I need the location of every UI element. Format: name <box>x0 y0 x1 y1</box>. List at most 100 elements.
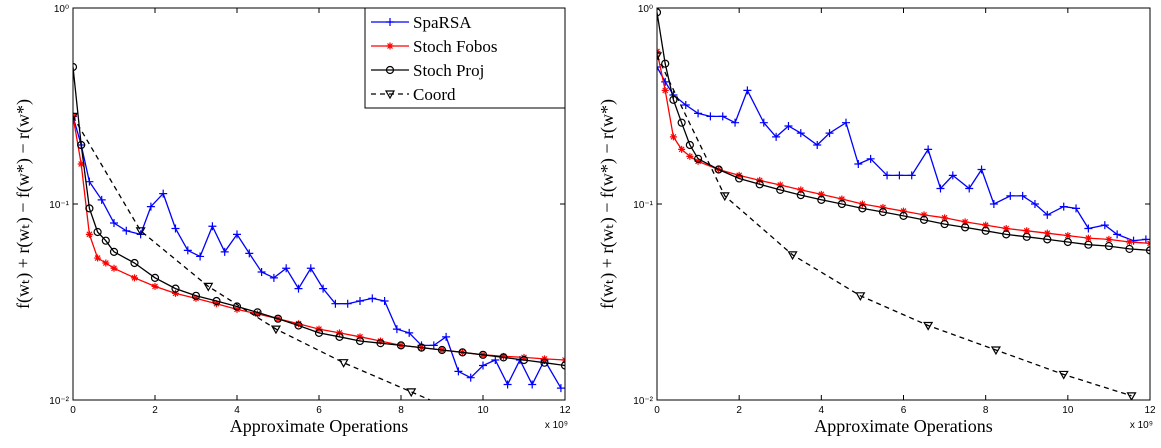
marker-plus <box>196 252 205 261</box>
marker-circle <box>1145 246 1150 255</box>
marker-circle <box>735 174 744 183</box>
x-tick-label: 6 <box>316 405 322 416</box>
x-tick-label: 12 <box>559 405 571 416</box>
marker-triangle <box>719 192 730 202</box>
marker-plus <box>1030 200 1039 208</box>
legend-label: Stoch Proj <box>413 61 484 80</box>
marker-plus <box>269 273 278 282</box>
marker-star <box>356 333 364 341</box>
marker-star <box>254 310 261 318</box>
marker-plus <box>825 129 834 138</box>
marker-circle <box>981 226 990 235</box>
marker-plus <box>208 222 217 231</box>
marker-plus <box>977 165 986 174</box>
marker-circle <box>150 273 160 282</box>
marker-plus <box>257 267 266 276</box>
marker-star <box>1064 232 1072 240</box>
marker-triangle <box>657 52 663 62</box>
marker-plus <box>442 332 451 341</box>
marker-circle <box>1063 237 1072 247</box>
marker-triangle <box>923 321 934 331</box>
marker-triangle <box>135 227 146 236</box>
x-tick-label: 10 <box>1062 405 1074 416</box>
marker-plus <box>503 380 512 389</box>
marker-triangle <box>855 292 866 302</box>
x-tick-label: 4 <box>234 405 240 416</box>
marker-triangle <box>384 90 396 100</box>
y-axis-label: f(wₜ) + r(wₜ) − f(w*) − r(w*) <box>597 99 618 309</box>
marker-star <box>669 133 677 141</box>
marker-star <box>776 181 784 189</box>
marker-plus <box>743 86 752 95</box>
marker-circle <box>273 314 283 323</box>
marker-circle <box>101 236 110 245</box>
marker-plus <box>233 230 241 239</box>
marker-triangle <box>406 388 417 398</box>
marker-plus <box>245 249 254 258</box>
marker-star <box>838 195 846 203</box>
marker-plus <box>907 171 916 180</box>
series-line <box>657 66 1146 242</box>
marker-circle <box>253 308 262 317</box>
marker-circle <box>212 296 221 306</box>
marker-plus <box>759 118 768 127</box>
marker-circle <box>355 336 365 346</box>
marker-triangle <box>338 359 349 368</box>
marker-plus <box>1113 230 1122 239</box>
axes-frame <box>656 7 1151 401</box>
y-tick-label: 10⁻² <box>49 396 69 407</box>
marker-star <box>1105 235 1113 243</box>
marker-plus <box>392 325 401 334</box>
marker-circle <box>1022 232 1031 241</box>
marker-plus <box>1084 224 1093 233</box>
marker-plus <box>386 18 394 26</box>
marker-star <box>131 274 138 282</box>
marker-star <box>233 305 241 313</box>
marker-plus <box>466 373 475 382</box>
x-tick-label: 8 <box>983 405 989 416</box>
x-tick-label: 0 <box>654 405 660 416</box>
marker-star <box>1043 229 1051 237</box>
marker-circle <box>714 165 723 174</box>
marker-plus <box>85 177 94 186</box>
marker-star <box>1125 238 1133 246</box>
marker-star <box>900 207 907 215</box>
axes-frame <box>72 7 566 401</box>
series-line <box>657 55 1132 397</box>
marker-circle <box>171 284 180 293</box>
chart-panel: 0 2 4 6 8 10 12 10⁻² 10⁻¹ 10⁰ Approximate Operatio… <box>597 4 1156 436</box>
marker-plus <box>661 77 670 86</box>
marker-star <box>797 186 805 194</box>
marker-circle <box>458 348 467 357</box>
marker-star <box>686 152 694 160</box>
marker-plus <box>528 380 537 389</box>
marker-plus <box>718 112 727 121</box>
marker-plus <box>171 224 180 233</box>
marker-plus <box>306 264 315 273</box>
marker-circle <box>540 358 549 367</box>
y-tick-label: 10⁰ <box>54 4 69 15</box>
x-tick-label: 2 <box>736 405 742 416</box>
x-multiplier: x 10⁹ <box>545 420 568 431</box>
marker-circle <box>417 343 426 352</box>
x-tick-label: 12 <box>1144 405 1156 416</box>
marker-plus <box>146 202 155 211</box>
marker-star <box>192 294 200 302</box>
marker-circle <box>817 195 826 204</box>
marker-circle <box>478 350 488 359</box>
marker-star <box>295 320 302 328</box>
marker-plus <box>368 294 377 303</box>
marker-plus <box>429 341 438 350</box>
marker-plus <box>479 361 487 370</box>
marker-plus <box>989 200 998 208</box>
marker-plus <box>183 246 192 255</box>
marker-plus <box>948 171 957 180</box>
marker-circle <box>899 211 908 220</box>
marker-plus <box>813 140 822 149</box>
marker-triangle <box>787 251 798 261</box>
marker-circle <box>93 227 102 237</box>
marker-circle <box>837 199 846 209</box>
x-tick-label: 2 <box>152 405 158 416</box>
marker-plus <box>282 264 291 273</box>
